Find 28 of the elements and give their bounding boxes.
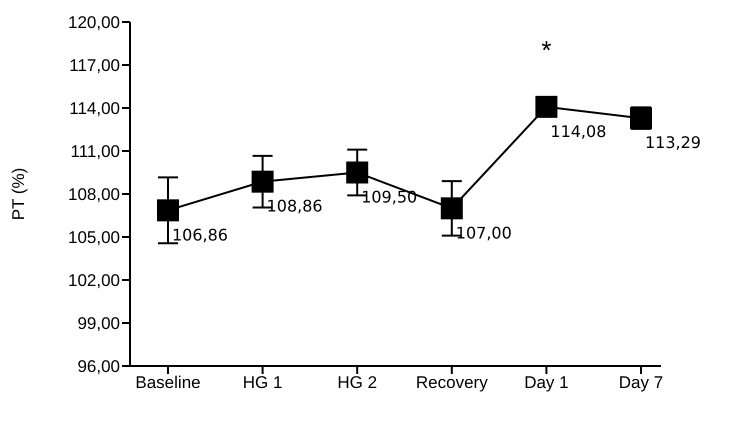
- y-tick-label: 114,00: [69, 99, 120, 118]
- point: [157, 199, 179, 222]
- y-tick-label: 117,00: [69, 56, 120, 76]
- x-tick-label: HG 1: [242, 373, 282, 392]
- y-tick-label: 111,00: [70, 142, 120, 162]
- y-tick-label: 96,00: [77, 357, 120, 376]
- data-label: 106,86: [172, 225, 228, 244]
- data-label: 107,00: [456, 223, 512, 242]
- x-tick-label: Recovery: [416, 373, 488, 392]
- x-tick-label: Baseline: [135, 373, 201, 392]
- x-tick-label: HG 2: [337, 373, 378, 392]
- data-label: 108,86: [266, 196, 323, 216]
- y-tick-label: 105,00: [68, 228, 120, 248]
- point: [440, 197, 463, 220]
- data-label: 114,08: [550, 122, 606, 141]
- annotation: *: [541, 34, 552, 65]
- point: [346, 162, 368, 184]
- y-tick-label: 99,00: [77, 314, 120, 334]
- data-label: 109,50: [361, 188, 418, 206]
- y-tick-label: 120,00: [68, 13, 120, 32]
- x-tick-label: Day 1: [524, 373, 569, 392]
- y-tick-label: 102,00: [68, 271, 120, 290]
- data-label: 113,29: [645, 133, 701, 152]
- point: [535, 96, 558, 118]
- point: [252, 170, 274, 193]
- x-tick-label: Day 7: [618, 373, 664, 392]
- y-axis-title: PT (%): [9, 168, 28, 220]
- y-tick-label: 108,00: [68, 185, 120, 204]
